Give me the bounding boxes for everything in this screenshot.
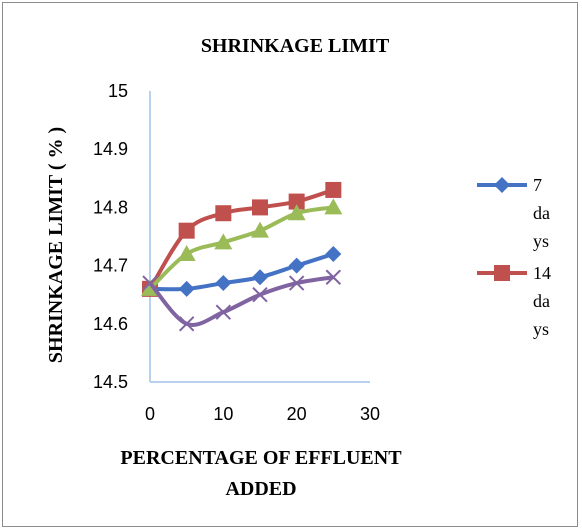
series-3-point: [324, 198, 343, 215]
legend-series-1-label: 7: [533, 175, 542, 195]
series-3-line: [148, 205, 334, 291]
series-1-point: [325, 245, 342, 262]
x-tick-label: 0: [145, 404, 155, 424]
legend-series-1-marker: [494, 177, 510, 193]
legend-series-1-label: da: [533, 203, 550, 223]
series-4-point: [325, 269, 342, 285]
series-4-line: [148, 275, 334, 327]
y-tick-label: 14.9: [93, 139, 128, 159]
x-axis-title-line-2: ADDED: [225, 478, 296, 500]
chart-title: SHRINKAGE LIMIT: [201, 35, 390, 57]
series-4-point-stroke-b: [178, 316, 195, 332]
plot-area: 14.5 14.6 14.7 14.8 14.9 15 0 10 20 30: [93, 81, 380, 424]
series-4-point-stroke-b: [288, 275, 305, 291]
legend-series-2-label: 14: [533, 263, 551, 283]
series-4-point: [288, 275, 305, 291]
legend-series-2-label: da: [533, 291, 550, 311]
y-axis-title: SHRINKAGE LIMIT ( % ): [45, 127, 67, 363]
series-4-point: [142, 275, 158, 291]
series-1-point: [215, 275, 232, 292]
series-3-point: [251, 221, 269, 238]
series-1-point: [252, 269, 268, 286]
series-4-point: [178, 316, 195, 332]
y-tick-label: 14.6: [93, 314, 128, 334]
legend-series-1-label: ys: [533, 231, 549, 251]
series-2-line: [148, 188, 334, 290]
y-tick-label: 14.7: [93, 256, 128, 276]
legend: 7 da ys 14 da ys: [477, 175, 551, 339]
x-tick-label: 10: [213, 404, 233, 424]
series-2-point: [178, 222, 195, 239]
y-tick-label: 14.8: [93, 197, 128, 217]
x-axis-title-line-1: PERCENTAGE OF EFFLUENT: [120, 447, 402, 469]
series-4-point-stroke-b: [215, 304, 232, 320]
series-2-point: [325, 181, 342, 198]
legend-series-2-label: ys: [533, 319, 549, 339]
series-1-point: [178, 280, 195, 297]
x-tick-label: 20: [287, 404, 307, 424]
series-4-point-stroke-b: [325, 269, 342, 285]
series-3-point: [287, 204, 306, 221]
series-4-point-stroke-b: [252, 286, 268, 303]
legend-series-2-marker: [494, 265, 510, 281]
series-3-point: [177, 244, 196, 261]
series-3-point: [214, 233, 233, 250]
series-2-point: [288, 193, 305, 210]
series-1-point: [288, 257, 305, 274]
series-4-point-stroke-b: [142, 275, 158, 291]
y-tick-label: 15: [108, 81, 128, 101]
series-4-point: [215, 304, 232, 320]
series-2-point: [252, 199, 268, 216]
series-4-point: [252, 286, 268, 303]
series-2-point: [215, 205, 232, 222]
x-tick-label: 30: [360, 404, 380, 424]
y-tick-label: 14.5: [93, 372, 128, 392]
